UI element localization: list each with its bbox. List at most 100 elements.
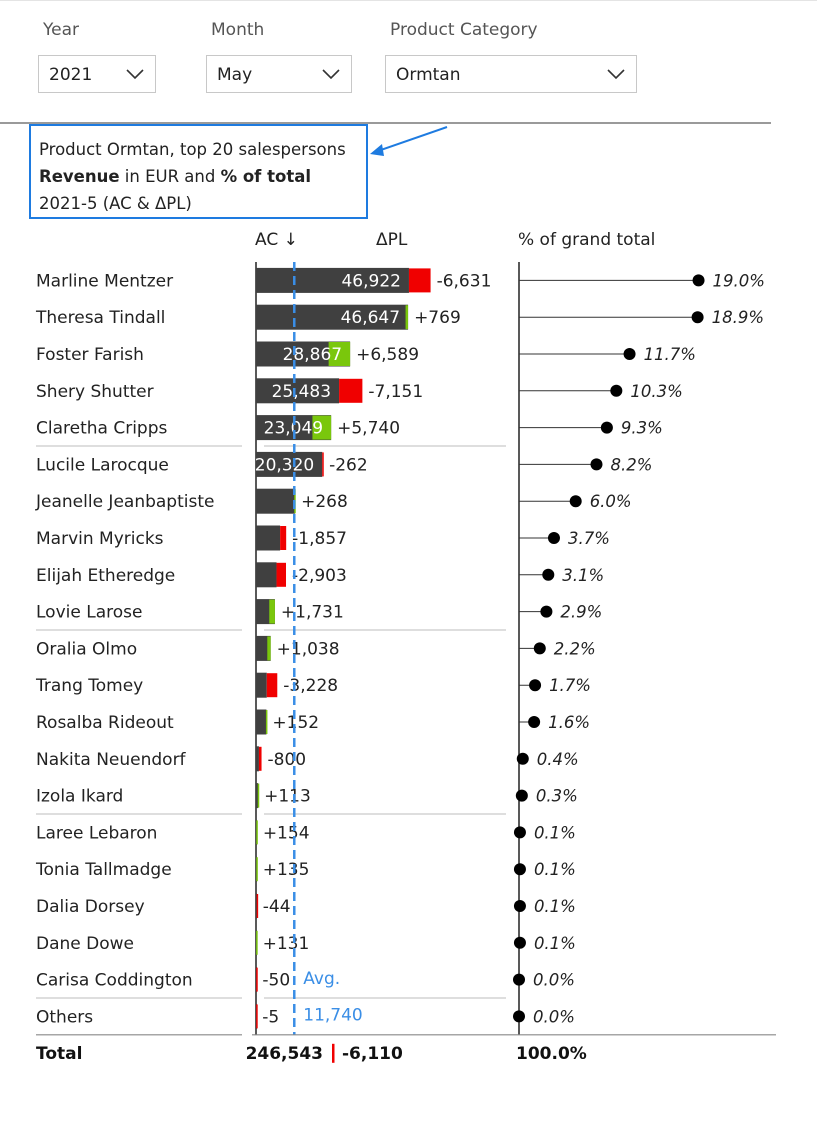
pct-dot	[513, 900, 526, 912]
total-delta-marker	[332, 1043, 335, 1063]
salesperson-label: Izola Ikard	[36, 787, 123, 807]
pct-value-label: 11.7%	[644, 345, 696, 364]
ac-value-label: 23,049	[264, 419, 323, 439]
pct-dot	[516, 752, 529, 765]
pct-value-label: 2.9%	[560, 603, 602, 622]
pct-value-label: 0.1%	[534, 897, 576, 916]
delta-bar	[269, 599, 275, 624]
pct-value-label: 3.1%	[562, 566, 604, 585]
delta-bar	[256, 857, 258, 882]
year-filter-label: Year	[43, 20, 79, 40]
delta-value-label: +152	[272, 713, 319, 733]
pct-dot	[692, 274, 705, 287]
salesperson-label: Theresa Tindall	[35, 308, 165, 328]
delta-bar	[328, 342, 351, 366]
ac-bar	[256, 672, 267, 698]
pct-value-label: 0.4%	[537, 750, 579, 769]
pct-value-label: 0.0%	[533, 971, 575, 990]
delta-bar	[312, 415, 332, 440]
category-select[interactable]: Ormtan	[385, 55, 637, 93]
category-filter-label: Product Category	[390, 20, 538, 40]
salesperson-label: Trang Tomey	[35, 676, 143, 696]
delta-bar	[256, 1004, 258, 1029]
delta-bar	[276, 562, 287, 587]
salesperson-label: Elijah Etheredge	[36, 566, 175, 586]
pct-dot	[540, 605, 553, 618]
delta-bar	[322, 452, 324, 477]
info-line-3: 2021-5 (AC & ΔPL)	[39, 194, 192, 213]
info-percent-bold: % of total	[220, 167, 311, 186]
pct-value-label: 2.2%	[554, 639, 596, 658]
pct-dot	[513, 1010, 525, 1023]
month-select[interactable]: May	[206, 55, 352, 93]
total-label: Total	[36, 1044, 82, 1064]
column-header-dpl: ΔPL	[376, 230, 408, 250]
salesperson-label: Marline Mentzer	[36, 271, 173, 291]
delta-value-label: +5,740	[337, 419, 400, 439]
delta-bar	[266, 673, 278, 698]
delta-bar	[267, 636, 271, 661]
year-select-value: 2021	[49, 65, 93, 85]
pct-value-label: 8.2%	[610, 455, 652, 474]
ac-value-label: 20,320	[255, 455, 314, 475]
info-revenue-bold: Revenue	[39, 167, 120, 186]
pct-dot	[528, 716, 541, 728]
delta-bar	[405, 305, 409, 330]
delta-value-label: +1,038	[277, 639, 340, 659]
pct-dot	[515, 789, 528, 802]
delta-bar	[256, 894, 259, 918]
pct-dot	[623, 348, 636, 360]
delta-bar	[256, 930, 258, 955]
delta-value-label: -5	[262, 1007, 279, 1027]
ac-bar	[256, 488, 296, 514]
salesperson-label: Others	[36, 1007, 93, 1027]
chevron-down-icon	[126, 69, 144, 80]
category-select-value: Ormtan	[396, 65, 461, 85]
delta-bar	[257, 783, 260, 808]
year-select[interactable]: 2021	[38, 55, 156, 93]
pct-dot	[610, 384, 623, 397]
salesperson-label: Marvin Myricks	[36, 529, 164, 549]
pct-value-label: 0.1%	[534, 823, 576, 842]
info-mid-text: in EUR and	[119, 167, 221, 186]
ac-bar	[256, 635, 271, 661]
delta-value-label: +769	[414, 308, 461, 328]
chevron-down-icon	[607, 69, 625, 80]
salesperson-label: Dane Dowe	[36, 934, 134, 954]
column-header-ac: AC ↓	[255, 230, 298, 250]
header-divider	[0, 122, 771, 124]
delta-bar	[408, 268, 431, 293]
pct-dot	[513, 936, 526, 949]
delta-value-label: +268	[301, 492, 348, 512]
delta-value-label: +154	[263, 823, 310, 843]
salesperson-label: Lovie Larose	[36, 603, 142, 623]
delta-bar	[339, 378, 363, 403]
salesperson-label: Foster Farish	[36, 345, 144, 365]
delta-value-label: +135	[263, 860, 310, 880]
delta-value-label: -262	[329, 455, 368, 475]
delta-value-label: +113	[264, 787, 311, 807]
salesperson-label: Nakita Neuendorf	[36, 750, 187, 770]
pct-value-label: 19.0%	[713, 271, 765, 290]
info-line-2: Revenue in EUR and % of total	[39, 163, 366, 190]
pct-dot	[513, 973, 525, 986]
delta-value-label: -3,228	[283, 676, 338, 696]
total-pct-value: 100.0%	[516, 1044, 587, 1064]
month-filter-label: Month	[211, 20, 265, 40]
delta-bar	[256, 967, 258, 992]
salesperson-label: Shery Shutter	[36, 382, 154, 402]
salesperson-label: Carisa Coddington	[36, 971, 193, 991]
ac-value-label: 25,483	[272, 382, 331, 402]
total-ac-value: 246,543	[246, 1044, 323, 1064]
delta-bar	[265, 710, 268, 734]
pct-value-label: 10.3%	[630, 382, 682, 401]
pct-dot	[542, 568, 555, 581]
column-header-pct: % of grand total	[518, 230, 656, 250]
average-value-label: 11,740	[303, 1006, 362, 1026]
average-label: Avg.	[303, 969, 340, 989]
delta-bar	[256, 820, 258, 845]
salesperson-label: Dalia Dorsey	[36, 897, 145, 917]
ac-bar	[256, 746, 259, 772]
pct-value-label: 0.0%	[533, 1007, 575, 1026]
